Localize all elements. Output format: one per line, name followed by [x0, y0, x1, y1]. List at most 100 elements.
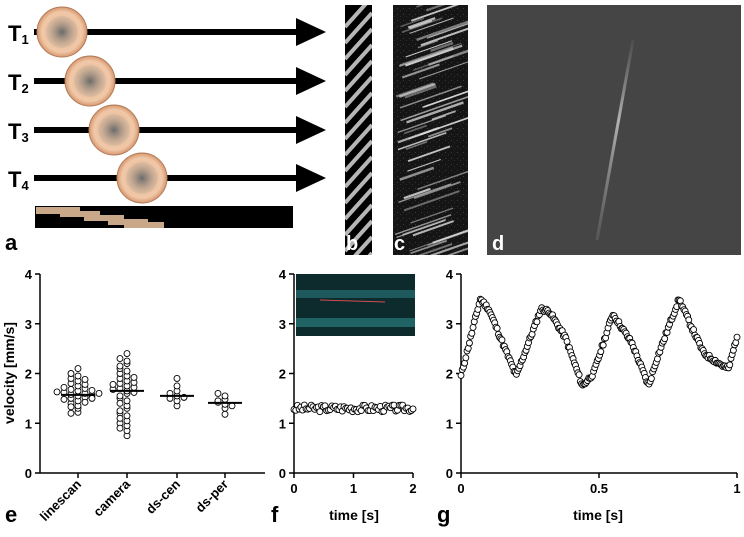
data-point [116, 414, 124, 422]
streak [345, 171, 372, 205]
streak [420, 27, 468, 47]
x-category-label: camera [90, 476, 133, 519]
streak [345, 75, 372, 109]
streak [404, 44, 463, 67]
arrow-head [296, 67, 326, 95]
streak [417, 170, 468, 191]
arrow-head [296, 18, 326, 46]
y-tick-label: 4 [25, 267, 33, 282]
data-point [60, 383, 68, 391]
data-point [685, 316, 693, 324]
streak [404, 85, 437, 99]
data-point [60, 395, 68, 403]
chart-g-label: g [437, 502, 450, 527]
streak [401, 17, 443, 34]
cell-core [74, 65, 106, 97]
data-point [74, 365, 82, 372]
data-point [67, 403, 75, 411]
streak [410, 239, 448, 255]
panel-d-image [487, 5, 741, 255]
streak [345, 187, 372, 221]
data-point [647, 375, 655, 382]
row-label: T1 [8, 21, 29, 47]
data-point [465, 339, 473, 347]
row-label: T3 [8, 119, 29, 145]
streak [424, 90, 468, 108]
streak [410, 207, 454, 224]
streak [345, 123, 372, 157]
arrow-head [296, 164, 326, 192]
data-point [599, 341, 607, 349]
data-point [661, 335, 669, 343]
data-point [173, 375, 181, 382]
data-point [575, 371, 583, 379]
x-category-label: ds-per [192, 477, 231, 516]
streak [399, 166, 435, 181]
streak [432, 229, 468, 244]
panel-c: c [393, 5, 468, 255]
streak [412, 220, 455, 237]
streak [413, 181, 461, 200]
y-tick-label: 2 [279, 367, 286, 382]
streak [398, 82, 436, 98]
data-point [116, 407, 124, 415]
panel-b: b [345, 5, 372, 255]
data-point [173, 382, 181, 390]
x-tick-label: 0 [457, 481, 464, 496]
streak [409, 17, 454, 34]
data-point [109, 380, 117, 388]
data-point [493, 324, 501, 332]
chart-g: g time [s] 0 1 2 3 4 0 0.5 1 [437, 267, 741, 527]
y-tick-label: 1 [25, 416, 32, 431]
cell-core [46, 16, 78, 48]
chart-g-xlabel: time [s] [573, 507, 623, 523]
y-tick-label: 3 [25, 317, 32, 332]
panel-a-label: a [5, 230, 18, 255]
streak [406, 101, 464, 124]
y-tick-label: 3 [446, 317, 453, 332]
panel-d: d [487, 5, 741, 255]
y-tick-label: 1 [279, 416, 286, 431]
data-point [116, 362, 124, 370]
row-label: T4 [8, 167, 29, 193]
streak [419, 117, 468, 136]
streak [416, 20, 468, 41]
data-point [88, 394, 96, 402]
streak [428, 49, 468, 66]
data-point [130, 374, 138, 381]
streak [446, 247, 468, 255]
y-tick-label: 4 [279, 267, 287, 282]
streak [400, 96, 468, 122]
data-point [462, 354, 470, 362]
streak [427, 230, 468, 247]
data-point [123, 412, 131, 420]
streak [405, 40, 453, 58]
streak [345, 5, 368, 29]
data-point [81, 376, 89, 383]
chart-f: f time [s] 0 1 2 3 4 0 1 2 [271, 267, 417, 527]
panel-b-label: b [346, 233, 358, 255]
arrow-head [296, 116, 326, 144]
x-tick-label: 0.5 [590, 481, 608, 496]
streak [427, 127, 453, 138]
data-point [88, 386, 96, 394]
row-label: T2 [8, 70, 29, 96]
streak [407, 17, 436, 29]
panel-d-label: d [492, 233, 504, 255]
panel-a: T1 T2 T3 T4 a [5, 6, 326, 255]
data-point [116, 399, 124, 407]
x-category-label: ds-cen [143, 476, 183, 516]
streak [399, 42, 462, 66]
y-tick-label: 2 [446, 367, 453, 382]
x-category-label: linescan [37, 476, 84, 523]
y-tick-label: 0 [446, 466, 453, 481]
streak [417, 40, 439, 49]
streak [397, 131, 447, 151]
data-point [597, 348, 605, 356]
data-point [67, 370, 75, 377]
data-point [654, 355, 661, 363]
y-tick-label: 0 [25, 466, 32, 481]
streak [431, 110, 456, 121]
x-tick-label: 1 [350, 481, 357, 496]
